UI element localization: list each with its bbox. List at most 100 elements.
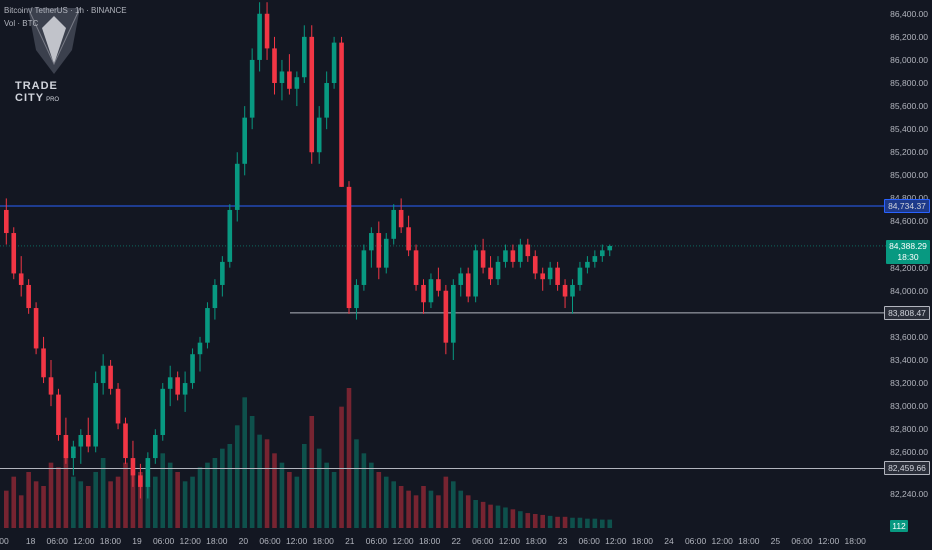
volume-bar [108, 481, 113, 528]
candle-body [562, 284, 568, 297]
volume-bar [264, 439, 270, 528]
candle-body [525, 244, 531, 257]
volume-bar [361, 453, 367, 528]
candle-body [473, 250, 478, 297]
volume-bar [525, 513, 531, 528]
candle-body [540, 273, 545, 280]
time-axis-label: 18:00 [312, 536, 334, 546]
time-axis-label: 19 [132, 536, 142, 546]
price-axis-label: 85,800.00 [890, 78, 928, 88]
time-axis-label: 23 [557, 536, 568, 546]
candle-body [361, 250, 367, 285]
candle-body [48, 377, 54, 395]
logo: TRADE CITY PRO [8, 2, 100, 104]
volume-bar [190, 476, 195, 528]
time-axis-label: 18:00 [206, 536, 228, 546]
price-axis-label: 85,200.00 [890, 147, 928, 158]
volume-bar [234, 425, 240, 528]
volume-bar [532, 514, 538, 528]
price-axis-label: 82,600.00 [890, 447, 928, 458]
candle-body [428, 279, 434, 303]
candle-body [212, 284, 218, 309]
volume-bar [570, 517, 575, 528]
volume-bar [473, 500, 478, 528]
volume-bar [383, 476, 389, 528]
candle-body [503, 250, 508, 262]
candle-body [488, 267, 493, 280]
candle-body [264, 13, 270, 49]
candle-body [436, 279, 441, 291]
price-axis-label: 83,600.00 [890, 331, 928, 342]
candle-body [406, 227, 411, 251]
time-axis-label: 06:00 [259, 536, 281, 546]
price-axis-label: 84,800.00 [882, 193, 928, 203]
volume-bar [287, 472, 292, 528]
candle-body [41, 348, 46, 378]
volume-bar [167, 462, 173, 528]
candle-body [249, 59, 255, 118]
volume-bar [279, 462, 285, 528]
volume-bar [41, 486, 46, 528]
candle-body [18, 273, 24, 285]
current-price-value: 84,388.29 [889, 240, 927, 251]
time-axis-label: 24 [664, 536, 674, 546]
time-axis-label: 12:00 [711, 536, 733, 546]
time-axis-label: 12:00 [817, 536, 840, 546]
volume-bar [33, 481, 39, 528]
time-axis-label: 12:00 [285, 536, 308, 546]
volume-bar [413, 495, 419, 528]
volume-legend[interactable]: Vol · BTC [4, 19, 39, 28]
candle-body [391, 209, 396, 239]
volume-bar [272, 453, 277, 528]
time-axis-label: 06:00 [578, 536, 600, 546]
logo-brand: TRADE CITY PRO [15, 80, 100, 104]
candlesticks [4, 2, 613, 499]
price-axis-label: 86,000.00 [890, 54, 928, 65]
candle-body [547, 267, 553, 280]
time-axis-label: 06:00 [365, 536, 388, 546]
level-price-tag: 84,734.37 [884, 198, 930, 213]
candle-body [205, 308, 210, 343]
logo-brand-suffix: PRO [46, 97, 60, 103]
candle-body [167, 377, 173, 389]
volume-bar [600, 519, 605, 528]
volume-bar [577, 517, 583, 528]
time-axis-label: 22 [451, 536, 461, 546]
volume-bar [346, 388, 352, 528]
time-axis-label: 12:00 [179, 536, 201, 546]
time-axis-label: 12:00 [73, 536, 95, 546]
time-axis-label: 18:00 [99, 536, 122, 546]
price-axis-label: 82,240.00 [890, 488, 928, 499]
level-price-tag: 82,459.66 [884, 461, 930, 476]
candle-body [331, 42, 337, 84]
time-axis-label: 12:00 [498, 536, 521, 546]
candle-body [383, 238, 389, 268]
volume-bar [369, 462, 374, 528]
volume-bar [85, 486, 91, 528]
volume-bar [436, 495, 441, 528]
volume-bar [182, 481, 188, 528]
volume-bar [145, 486, 151, 528]
candle-body [398, 209, 404, 228]
candle-body [145, 458, 151, 487]
candle-body [85, 434, 91, 447]
time-axis-label: 18:00 [418, 536, 441, 546]
price-axis-label: 84,600.00 [890, 216, 928, 227]
volume-bar [309, 416, 315, 528]
price-axis-label: 83,200.00 [890, 378, 928, 389]
candle-body [287, 71, 292, 89]
volume-bar [26, 472, 31, 528]
symbol-legend[interactable]: Bitcoin / TetherUS · 1h · BINANCE [4, 6, 127, 15]
current-price-tag: 84,388.29 18:30 [886, 239, 930, 264]
time-axis-label: 12:00 [605, 536, 627, 546]
candle-body [354, 284, 359, 309]
candle-body [294, 77, 300, 89]
candle-body [130, 458, 136, 476]
volume-bar [138, 472, 143, 528]
volume-bar [249, 416, 255, 528]
candle-body [78, 434, 84, 447]
candle-body [600, 250, 605, 257]
chart-legend: Bitcoin / TetherUS · 1h · BINANCE Vol · … [4, 4, 127, 30]
volume-bar [227, 444, 233, 528]
